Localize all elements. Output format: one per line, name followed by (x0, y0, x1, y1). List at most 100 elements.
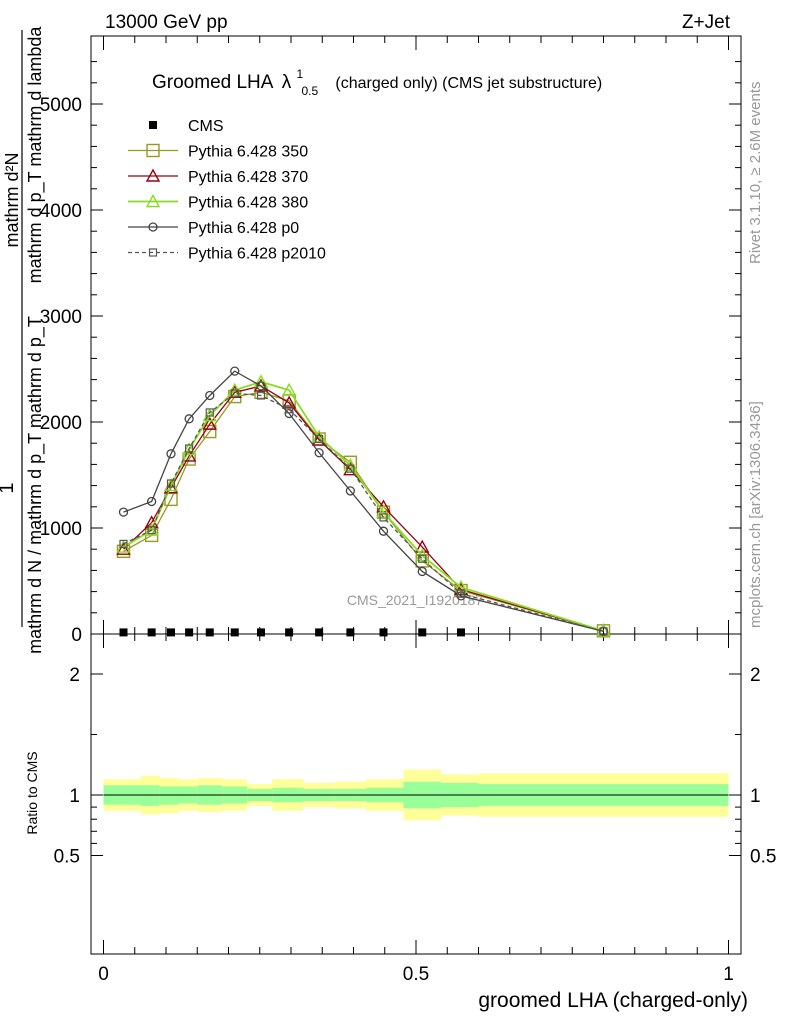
ratio-y-tick-label: 0.5 (54, 847, 80, 868)
main-y-tick-label: 4000 (40, 201, 82, 222)
legend-marker (146, 143, 160, 158)
legend-marker (148, 222, 158, 232)
legend-label: Pythia 6.428 p0 (188, 220, 299, 237)
legend-marker (145, 168, 161, 182)
data-point (166, 449, 176, 459)
data-point (314, 448, 324, 458)
series-layer (116, 366, 611, 638)
data-point (116, 541, 131, 555)
title-sub: 0.5 (301, 84, 318, 98)
legend-marker (148, 248, 158, 257)
main-y-tick-label: 3000 (40, 307, 82, 328)
data-point (119, 628, 128, 637)
main-y-tick-label: 2000 (40, 413, 82, 434)
ratio-y-tick-label: 1 (69, 786, 80, 807)
data-point (379, 628, 388, 637)
legend-marker (149, 121, 157, 129)
data-point (253, 378, 269, 392)
data-point (205, 408, 214, 417)
title-main: Groomed LHA (152, 72, 274, 93)
legend: CMS Pythia 6.428 350 Pythia 6.428 370 Pythi… (128, 118, 326, 263)
ratio-axis-ticks: 0.5 0.5 1 1 2 2 0 0.5 1 (54, 634, 776, 985)
legend-marker (145, 194, 161, 208)
main-axis-ticks: 0 1000 2000 3000 4000 5000 (40, 36, 741, 646)
data-point (345, 486, 356, 496)
legend-entry: Pythia 6.428 380 (128, 194, 308, 212)
data-point (285, 628, 294, 637)
ratio-x-tick-label: 0.5 (403, 964, 429, 985)
data-point (457, 628, 465, 637)
data-point (205, 628, 214, 637)
data-point (346, 628, 355, 637)
data-point (146, 496, 157, 507)
data-point (119, 539, 128, 549)
data-point (418, 628, 427, 637)
ratio-y-tick-label-right: 1 (750, 786, 761, 807)
side-label-rivet: Rivet 3.1.10, ≥ 2.6M events (747, 82, 764, 265)
data-point (378, 526, 389, 536)
series-cms (119, 628, 465, 637)
ratio-y-tick-label-right: 0.5 (750, 847, 776, 868)
data-point (281, 395, 297, 409)
header-right: Z+Jet (682, 12, 731, 33)
series-pythia-6-428-p2010 (119, 389, 608, 636)
ratio-y-label: Ratio to CMS (24, 751, 40, 834)
ratio-x-tick-label: 1 (723, 964, 734, 985)
data-point (230, 389, 239, 398)
data-point (281, 382, 297, 396)
data-point (166, 479, 176, 488)
y-label-denominator-upper: mathrm d p_T mathrm d lambda (25, 26, 46, 284)
data-point (417, 566, 427, 577)
series-line (123, 370, 604, 632)
legend-label: Pythia 6.428 370 (188, 169, 308, 186)
data-point (182, 452, 196, 466)
data-point (118, 507, 129, 517)
legend-label: Pythia 6.428 380 (188, 195, 308, 212)
title-rest: (charged only) (CMS jet substructure) (335, 75, 602, 92)
data-point (257, 628, 265, 637)
data-point (147, 628, 156, 637)
ratio-y-tick-label-right: 2 (750, 665, 761, 686)
main-y-label: 1 mathrm d²N mathrm d p_T mathrm d lambd… (0, 26, 46, 654)
ratio-bands (103, 769, 729, 821)
data-point (379, 513, 388, 522)
side-label-mcplots: mcplots.cern.ch [arXiv:1306.3436] (747, 401, 764, 628)
data-point (230, 366, 240, 376)
data-point (256, 381, 266, 391)
data-point (456, 589, 466, 598)
title-sup: 1 (296, 67, 303, 81)
main-y-tick-label: 5000 (40, 95, 82, 116)
data-point (315, 628, 324, 637)
legend-label: Pythia 6.428 350 (188, 144, 308, 161)
watermark: CMS_2021_I1920187 (347, 592, 483, 608)
legend-entry: Pythia 6.428 p0 (128, 220, 299, 237)
ratio-inner-band-bin (141, 785, 160, 806)
data-point (418, 554, 427, 563)
data-point (346, 464, 355, 473)
data-point (315, 434, 324, 444)
main-y-tick-label: 0 (71, 625, 82, 646)
data-point (167, 628, 175, 637)
legend-entry: CMS (149, 118, 224, 135)
data-point (147, 526, 156, 535)
data-point (256, 391, 266, 400)
legend-entry: Pythia 6.428 p2010 (128, 246, 326, 263)
ratio-x-tick-label: 0 (98, 964, 109, 985)
legend-label: CMS (188, 118, 224, 135)
main-y-tick-label: 1000 (40, 519, 82, 540)
ratio-inner-band-bin (159, 786, 179, 805)
y-label-numerator: mathrm d²N (2, 152, 22, 247)
legend-label: Pythia 6.428 p2010 (188, 246, 326, 263)
header-left: 13000 GeV pp (105, 12, 228, 33)
legend-entry: Pythia 6.428 370 (128, 168, 308, 186)
plot-title: Groomed LHA λ 1 0.5 (charged only) (CMS … (152, 62, 602, 100)
data-point (203, 424, 217, 439)
data-point (202, 416, 217, 430)
series-line (123, 392, 604, 632)
y-label-one: 1 (0, 482, 18, 493)
data-point (599, 627, 608, 636)
data-point (185, 444, 194, 453)
data-point (185, 628, 194, 637)
legend-entry: Pythia 6.428 350 (128, 144, 308, 161)
